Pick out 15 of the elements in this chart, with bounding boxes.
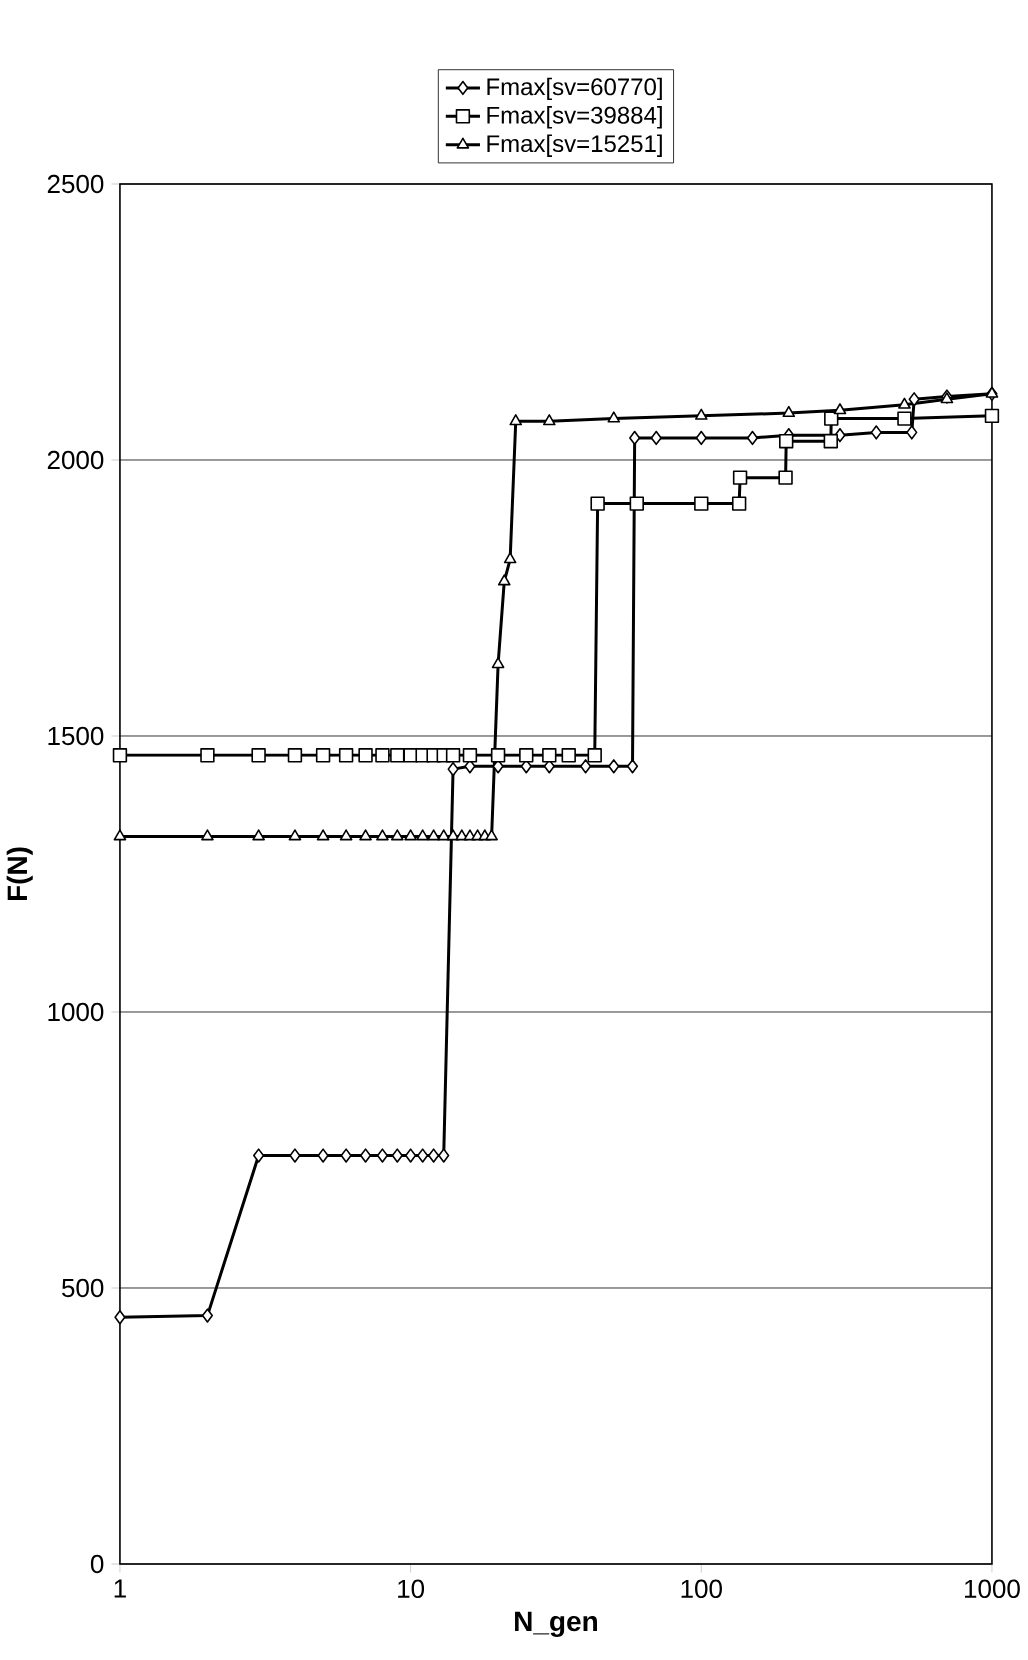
x-tick-label: 1 — [114, 1579, 127, 1598]
legend-label: Fmax[sv=15251] — [487, 134, 663, 157]
x-axis-title: N_gen — [515, 1611, 598, 1637]
x-tick-label: 1000 — [965, 1579, 1021, 1599]
y-tick-label: 500 — [62, 1278, 104, 1298]
y-tick-label: 1000 — [48, 1002, 104, 1022]
y-tick-label: 0 — [91, 1554, 104, 1574]
y-tick-label: 1500 — [48, 726, 104, 746]
y-tick-label: 2500 — [48, 174, 104, 194]
x-tick-label: 10 — [398, 1579, 425, 1599]
legend-label: Fmax[sv=60770] — [487, 77, 663, 101]
y-tick-label: 2000 — [48, 450, 104, 470]
legend-label: Fmax[sv=39884] — [487, 106, 663, 129]
y-axis-title: F(N) — [6, 847, 33, 901]
x-tick-label: 100 — [681, 1579, 723, 1599]
